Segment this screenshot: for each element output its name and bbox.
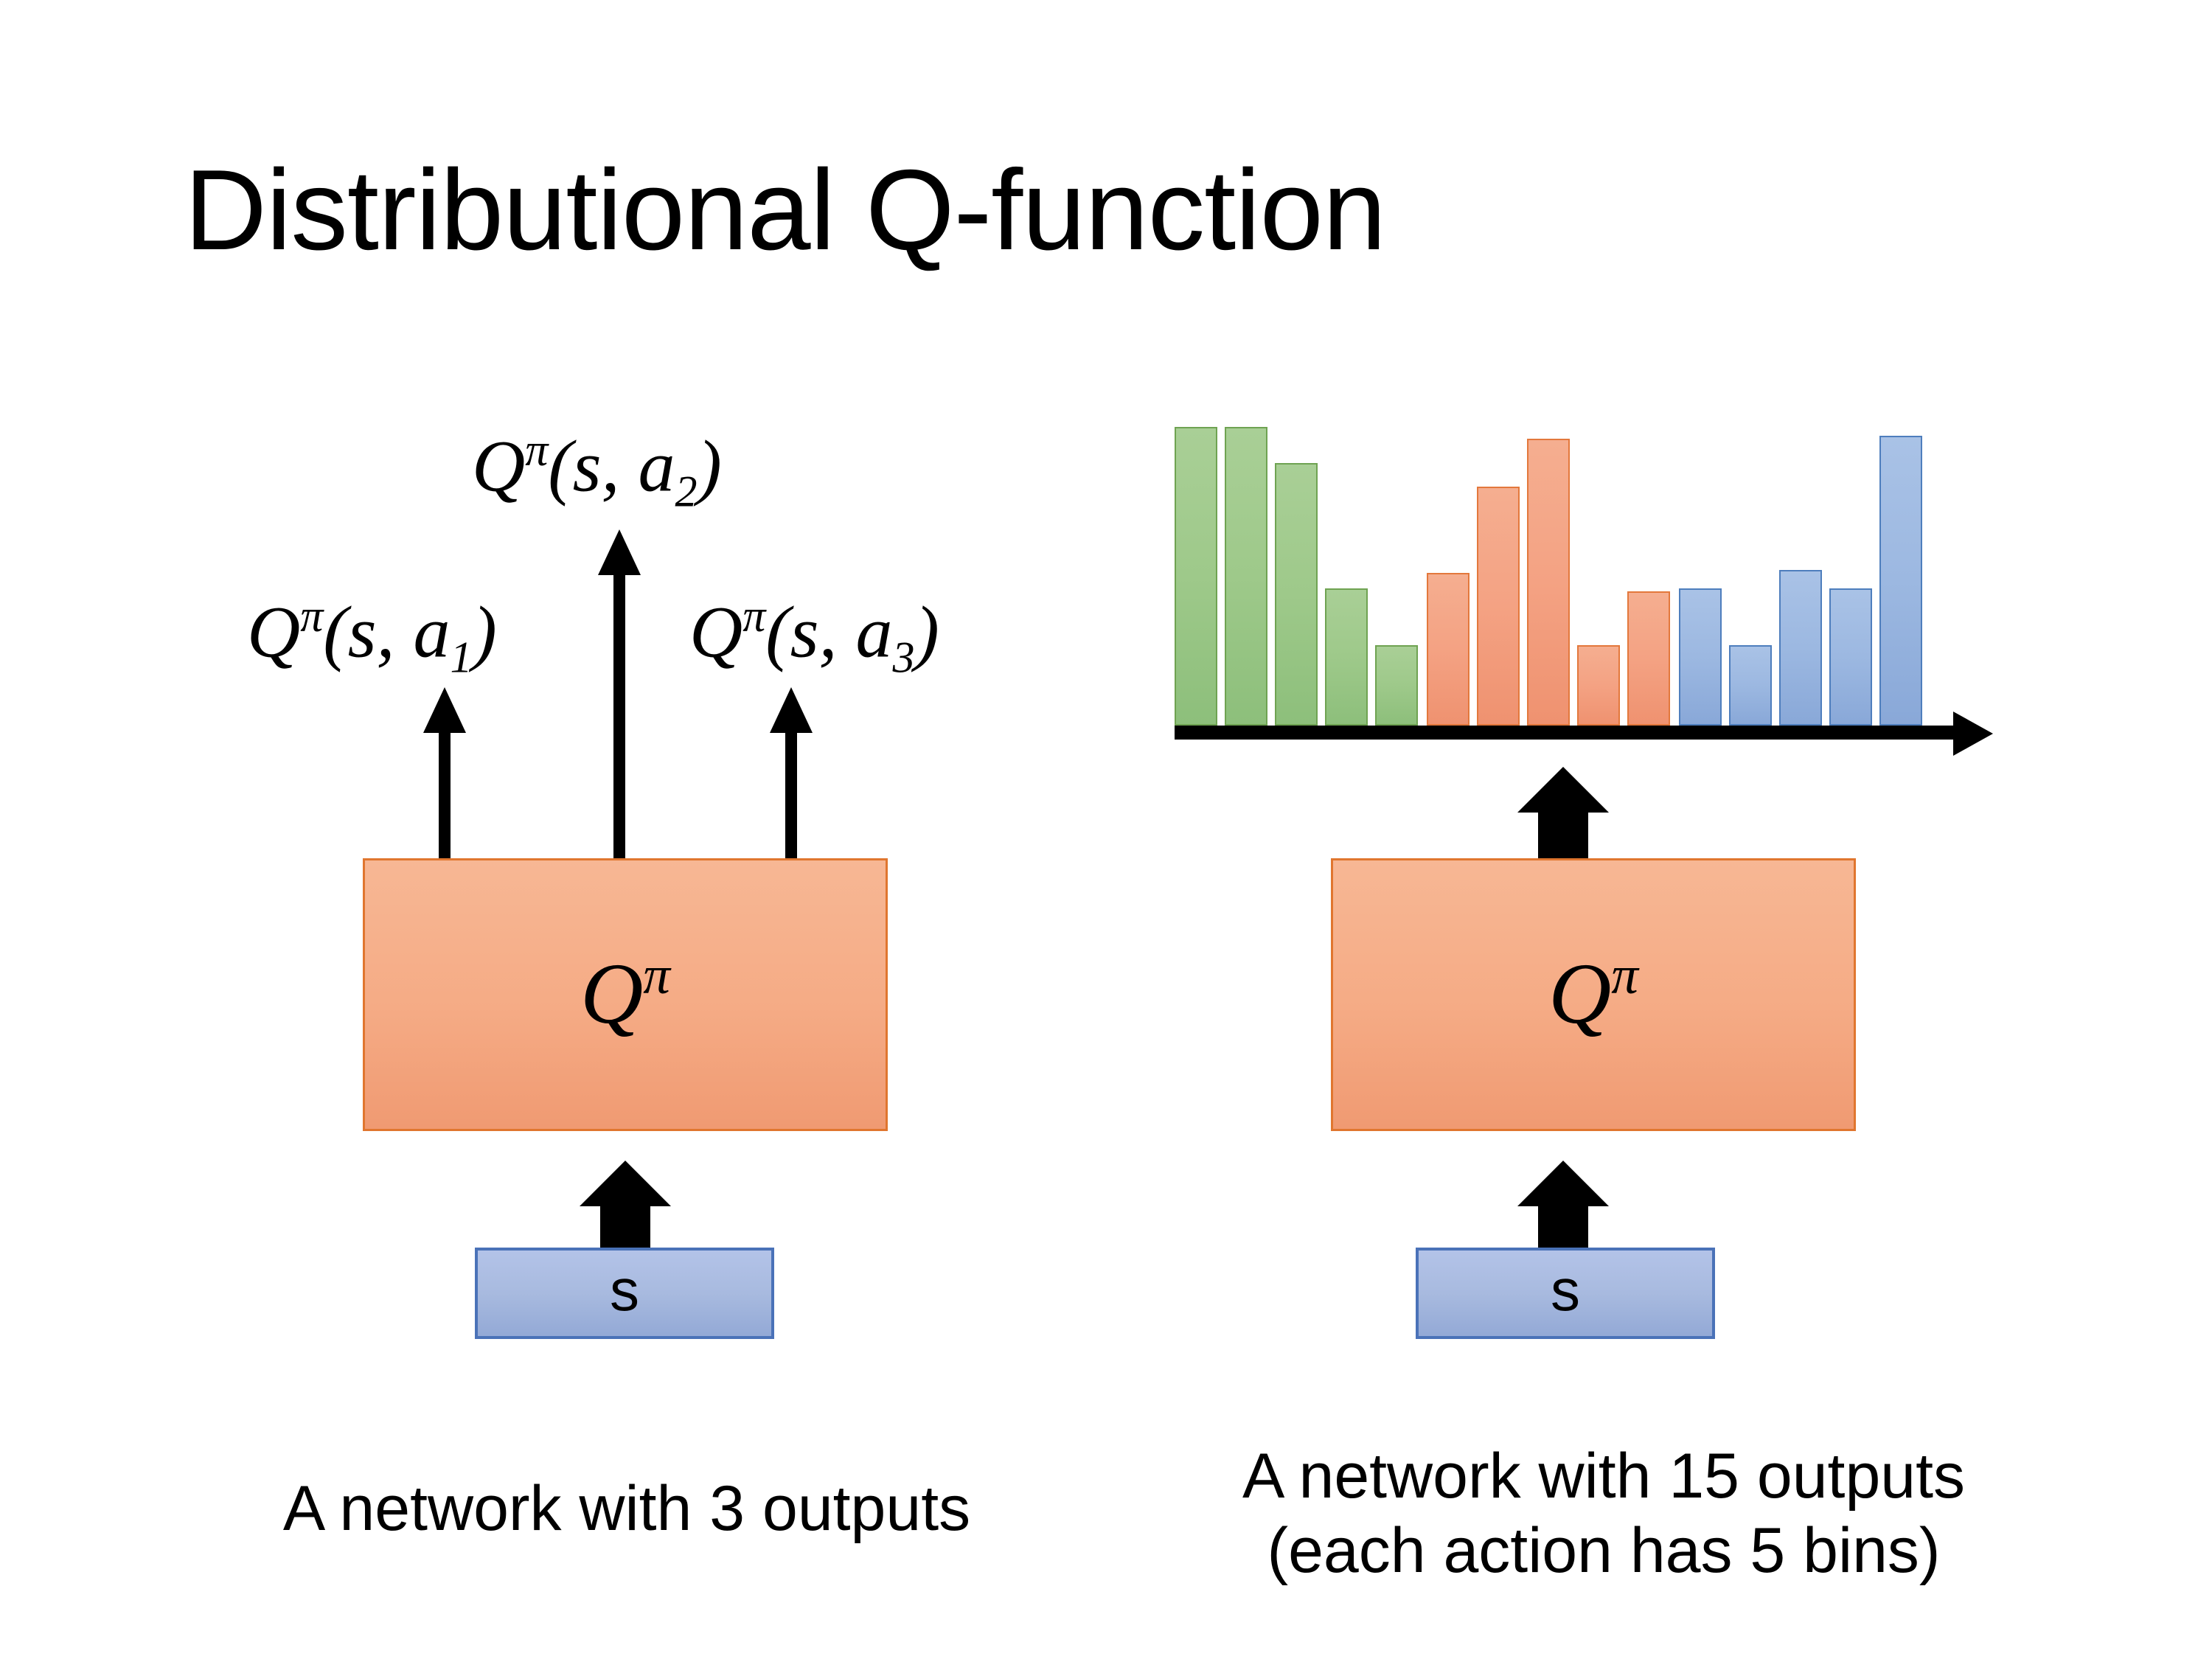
right-state-box[interactable]: s bbox=[1416, 1248, 1715, 1339]
right-state-box-label: s bbox=[1551, 1257, 1580, 1323]
histogram-bar bbox=[1577, 645, 1620, 726]
left-network-box-superscript: π bbox=[643, 945, 670, 1005]
output-label-a2-subscript: 2 bbox=[675, 467, 698, 516]
output-label-a3-base: Q bbox=[689, 591, 743, 673]
histogram-axis-arrow-icon bbox=[1953, 712, 1993, 756]
left-network-box-label: Qπ bbox=[365, 948, 886, 1037]
output-label-a3: Qπ(s, a3) bbox=[689, 594, 939, 679]
right-input-arrow-head bbox=[1517, 1161, 1609, 1206]
left-input-arrow-stem bbox=[600, 1206, 650, 1248]
left-network-box-base: Q bbox=[580, 945, 644, 1043]
histogram-x-axis bbox=[1175, 726, 1953, 740]
output-arrow-a3-head bbox=[770, 687, 813, 733]
page-title: Distributional Q-function bbox=[184, 146, 1386, 274]
output-label-a1-base: Q bbox=[247, 591, 301, 673]
output-label-a3-close: ) bbox=[914, 591, 939, 673]
output-label-a2-close: ) bbox=[697, 425, 722, 507]
left-state-box[interactable]: s bbox=[475, 1248, 774, 1339]
distribution-histogram bbox=[1175, 424, 1993, 756]
histogram-bar bbox=[1325, 588, 1368, 726]
output-arrow-a1-head bbox=[423, 687, 466, 733]
right-panel-caption-line1: A network with 15 outputs bbox=[1242, 1441, 1965, 1512]
output-label-a2-args: (s, a bbox=[548, 425, 675, 507]
output-label-a1: Qπ(s, a1) bbox=[247, 594, 497, 679]
histogram-bar bbox=[1879, 436, 1922, 726]
output-label-a1-subscript: 1 bbox=[450, 633, 473, 682]
output-arrow-a3-shaft bbox=[785, 730, 797, 863]
histogram-bar bbox=[1627, 591, 1670, 726]
right-output-arrow-stem bbox=[1538, 812, 1588, 861]
right-output-arrow-head bbox=[1517, 767, 1609, 813]
output-label-a3-args: (s, a bbox=[765, 591, 893, 673]
left-panel-caption: A network with 3 outputs bbox=[282, 1473, 971, 1544]
output-label-a1-close: ) bbox=[472, 591, 497, 673]
output-label-a2: Qπ(s, a2) bbox=[472, 428, 722, 513]
histogram-bar bbox=[1527, 439, 1570, 726]
right-panel-caption: A network with 15 outputs (each action h… bbox=[1139, 1439, 2068, 1589]
right-network-box-superscript: π bbox=[1611, 945, 1638, 1005]
output-label-a2-base: Q bbox=[472, 425, 526, 507]
left-input-arrow bbox=[580, 1161, 671, 1248]
output-arrow-a2-head bbox=[598, 529, 641, 575]
output-label-a1-superscript: π bbox=[300, 591, 324, 641]
right-output-arrow bbox=[1517, 767, 1609, 861]
output-label-a3-superscript: π bbox=[742, 591, 766, 641]
right-network-box-base: Q bbox=[1548, 945, 1612, 1043]
histogram-bar bbox=[1477, 487, 1520, 726]
left-input-arrow-head bbox=[580, 1161, 671, 1206]
output-arrow-a2-shaft bbox=[613, 572, 625, 863]
right-input-arrow-stem bbox=[1538, 1206, 1588, 1248]
histogram-bars bbox=[1175, 427, 1941, 726]
histogram-bar bbox=[1729, 645, 1772, 726]
right-network-box-label: Qπ bbox=[1333, 948, 1854, 1037]
histogram-bar bbox=[1829, 588, 1872, 726]
right-network-box[interactable]: Qπ bbox=[1331, 858, 1856, 1131]
output-label-a1-args: (s, a bbox=[323, 591, 451, 673]
right-input-arrow bbox=[1517, 1161, 1609, 1248]
output-arrow-a1-shaft bbox=[439, 730, 451, 863]
output-label-a3-subscript: 3 bbox=[892, 633, 915, 682]
histogram-bar bbox=[1679, 588, 1722, 726]
histogram-bar bbox=[1225, 427, 1267, 726]
output-label-a2-superscript: π bbox=[525, 425, 549, 476]
left-network-box[interactable]: Qπ bbox=[363, 858, 888, 1131]
histogram-bar bbox=[1175, 427, 1217, 726]
right-panel-caption-line2: (each action has 5 bins) bbox=[1267, 1515, 1941, 1587]
histogram-bar bbox=[1427, 573, 1470, 726]
histogram-bar bbox=[1275, 463, 1318, 726]
histogram-bar bbox=[1779, 570, 1822, 726]
histogram-bar bbox=[1375, 645, 1418, 726]
left-state-box-label: s bbox=[610, 1257, 639, 1323]
